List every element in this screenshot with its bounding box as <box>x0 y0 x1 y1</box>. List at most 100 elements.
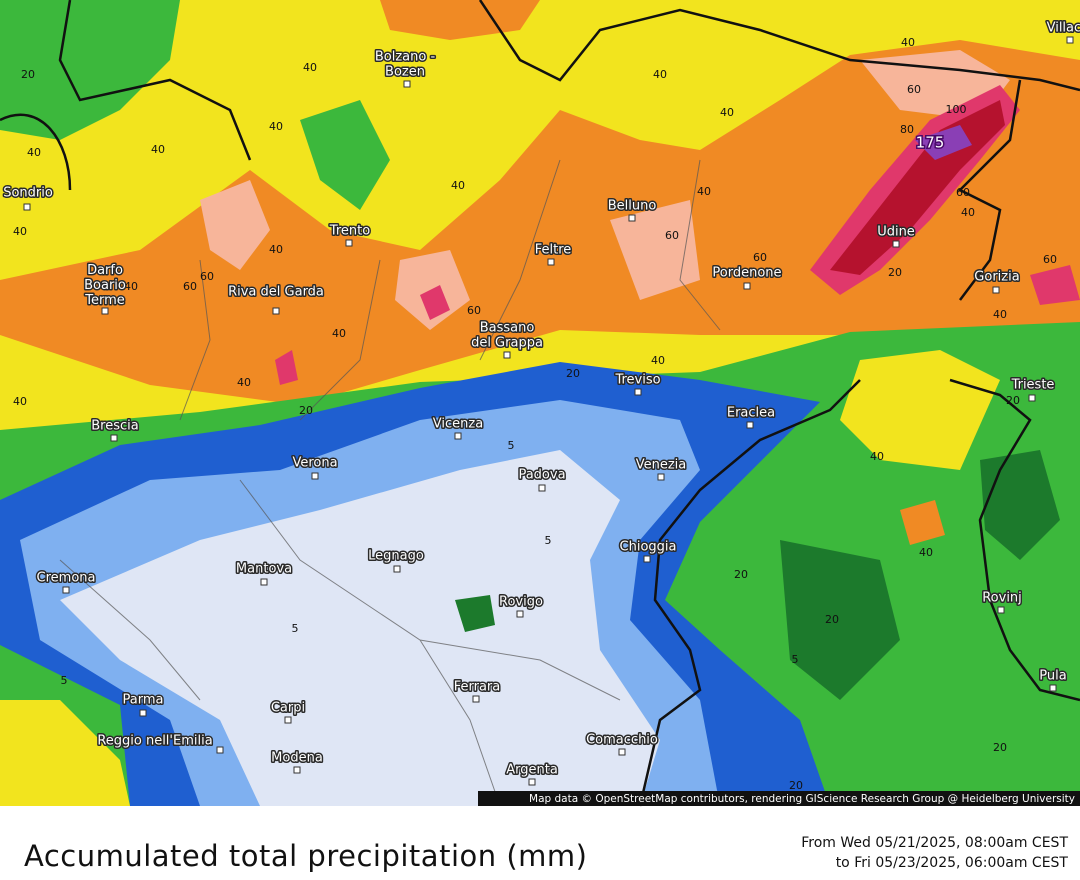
contour-label: 40 <box>13 395 27 408</box>
city-label: Belluno <box>608 199 657 214</box>
city-marker <box>547 258 555 266</box>
city-marker <box>628 214 636 222</box>
yellow-area <box>840 350 1000 470</box>
city-marker <box>618 748 626 756</box>
contour-label: 20 <box>825 613 839 626</box>
city-label: Villach <box>1047 21 1080 36</box>
contour-label: 20 <box>566 367 580 380</box>
contour-label: 175 <box>916 134 945 152</box>
city-label: Sondrio <box>3 186 53 201</box>
city-marker <box>503 351 511 359</box>
city-label: Trieste <box>1011 378 1055 393</box>
attribution: Map data © OpenStreetMap contributors, r… <box>529 793 1075 805</box>
contour-label: 40 <box>653 68 667 81</box>
region-line <box>59 159 721 807</box>
contour-label: 40 <box>332 327 346 340</box>
city-label: Mantova <box>236 562 292 577</box>
city-marker <box>634 388 642 396</box>
pale-area <box>60 450 660 806</box>
contour-label: 40 <box>124 280 138 293</box>
city-label: Rovigo <box>499 595 543 610</box>
purple-area <box>915 125 972 160</box>
city-marker <box>1066 36 1074 44</box>
contour-label: 40 <box>901 36 915 49</box>
yellow-area <box>0 700 130 806</box>
city-label: Legnago <box>368 549 424 564</box>
city-label: Vicenza <box>433 417 483 432</box>
contour-label: 5 <box>508 439 515 452</box>
city-marker <box>284 716 292 724</box>
contour-label: 5 <box>792 653 799 666</box>
city-marker <box>110 434 118 442</box>
city-label: Feltre <box>535 243 572 258</box>
city-marker <box>892 240 900 248</box>
city-marker <box>657 473 665 481</box>
city-label: Eraclea <box>727 406 775 421</box>
contour-label: 60 <box>200 270 214 283</box>
city-label: Bassano del Grappa <box>471 320 543 350</box>
city-label: Gorizia <box>974 270 1019 285</box>
city-label: Trento <box>329 224 370 239</box>
contour-label: 20 <box>888 266 902 279</box>
city-marker <box>992 286 1000 294</box>
dark-green-area <box>455 595 495 632</box>
city-label: Comacchio <box>586 733 658 748</box>
city-label: Modena <box>271 751 323 766</box>
contour-label: 60 <box>1043 253 1057 266</box>
contour-label: 40 <box>13 225 27 238</box>
contour-label: 20 <box>734 568 748 581</box>
green-area <box>0 0 180 140</box>
footer-title: Accumulated total precipitation (mm) <box>24 839 587 873</box>
orange-area <box>0 40 1080 405</box>
city-marker <box>538 484 546 492</box>
city-marker <box>101 307 109 315</box>
city-marker <box>293 766 301 774</box>
contour-label: 40 <box>697 185 711 198</box>
city-label: Ferrara <box>454 680 501 695</box>
contour-label: 40 <box>303 61 317 74</box>
city-marker <box>528 778 536 786</box>
city-label: Bolzano -Bozen <box>375 49 436 79</box>
city-marker <box>139 709 147 717</box>
city-marker <box>1049 684 1057 692</box>
contour-label: 20 <box>1006 394 1020 407</box>
contour-label: 60 <box>183 280 197 293</box>
contour-label: 40 <box>720 106 734 119</box>
contour-label: 40 <box>237 376 251 389</box>
city-marker <box>216 746 224 754</box>
city-marker <box>272 307 280 315</box>
city-marker <box>746 421 754 429</box>
city-label: Riva del Garda <box>228 285 324 300</box>
green-area <box>300 100 390 210</box>
attribution-bar <box>478 791 1080 806</box>
city-marker <box>643 555 651 563</box>
contour-label: 40 <box>151 143 165 156</box>
contour-label: 100 <box>946 103 967 116</box>
city-label: Rovinj <box>982 591 1022 606</box>
city-label: Argenta <box>506 763 558 778</box>
contour-label: 40 <box>993 308 1007 321</box>
city-marker <box>260 578 268 586</box>
city-label: Chioggia <box>620 540 677 555</box>
city-label: Venezia <box>636 458 687 473</box>
city-marker <box>454 432 462 440</box>
contour-label: 20 <box>21 68 35 81</box>
city-label: Treviso <box>614 373 660 388</box>
city-label: Brescia <box>91 419 138 434</box>
city-marker <box>1028 394 1036 402</box>
contour-label: 5 <box>292 622 299 635</box>
city-marker <box>62 586 70 594</box>
contour-label: 40 <box>27 146 41 159</box>
date-to: to Fri 05/23/2025, 06:00am CEST <box>836 855 1069 871</box>
dark-green-area <box>780 450 1060 700</box>
contour-label: 60 <box>467 304 481 317</box>
city-label: Padova <box>518 468 565 483</box>
contour-label: 40 <box>919 546 933 559</box>
city-label: Cremona <box>37 571 96 586</box>
city-marker <box>23 203 31 211</box>
city-label: Reggio nell'Emilia <box>97 734 212 749</box>
